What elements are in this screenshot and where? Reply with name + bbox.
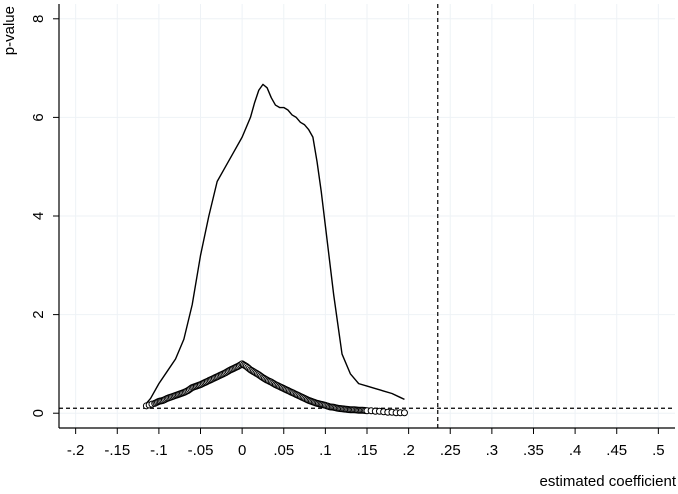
y-tick-label: 2 [30, 310, 47, 318]
x-tick-label: .4 [569, 442, 582, 459]
y-axis-title: p-value [1, 6, 18, 55]
y-tick-label: 8 [30, 15, 47, 23]
y-tick-label: 4 [30, 212, 47, 220]
tick-labels: -.2 -.15 -.1 -.05 0 .05 .1 .15 .2 .25 .3 .35 .4 .45 .5… [30, 15, 665, 459]
x-tick-label: -.2 [67, 442, 85, 459]
x-tick-label: .2 [402, 442, 415, 459]
x-tick-label: .15 [357, 442, 378, 459]
pvalue-markers [142, 360, 408, 417]
x-tick-label: -.1 [150, 442, 168, 459]
x-tick-label: -.15 [104, 442, 130, 459]
x-tick-label: .05 [273, 442, 294, 459]
x-tick-label: 0 [238, 442, 246, 459]
x-tick-label: -.05 [188, 442, 214, 459]
axes [53, 4, 675, 434]
x-tick-label: .3 [486, 442, 499, 459]
density-curve [145, 83, 405, 404]
series-layer [142, 83, 408, 417]
x-tick-label: .45 [606, 442, 627, 459]
grid-layer [59, 4, 675, 428]
pvalue-point [400, 409, 408, 417]
y-tick-label: 0 [30, 409, 47, 417]
x-axis-title: estimated coefficient [540, 473, 677, 489]
x-tick-label: .1 [319, 442, 332, 459]
x-tick-label: .25 [440, 442, 461, 459]
x-tick-label: .35 [523, 442, 544, 459]
x-tick-label: .5 [652, 442, 665, 459]
y-tick-label: 6 [30, 113, 47, 121]
